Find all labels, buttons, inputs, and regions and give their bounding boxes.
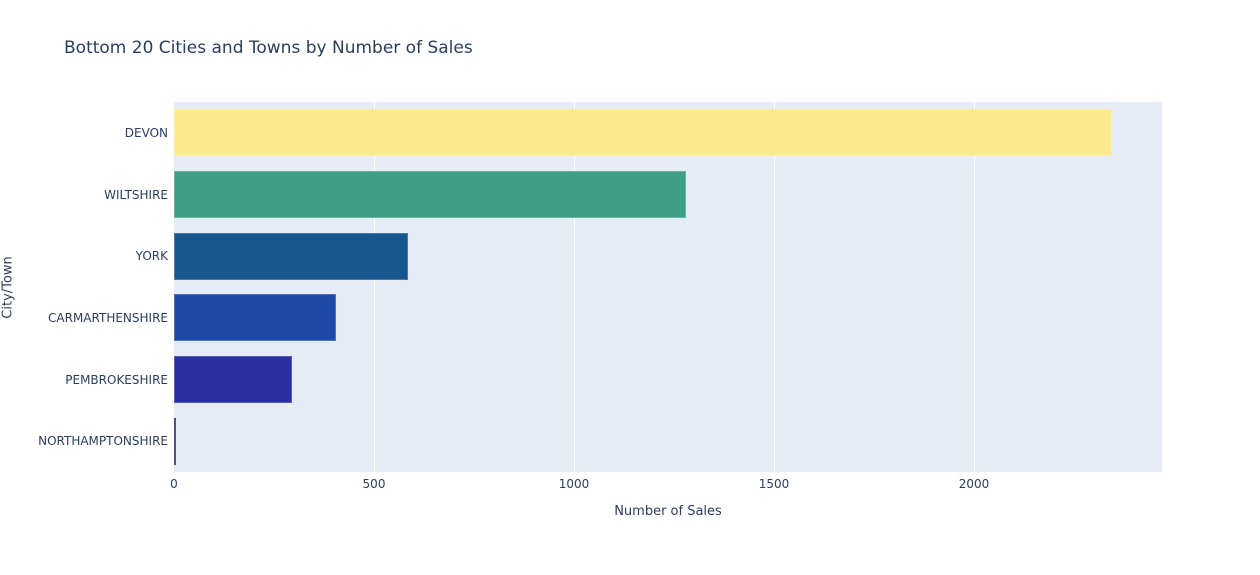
- y-tick-label: CARMARTHENSHIRE: [48, 310, 168, 325]
- bar-carmarthenshire[interactable]: [174, 294, 336, 342]
- bar-devon[interactable]: [174, 109, 1112, 157]
- y-tick-label: NORTHAMPTONSHIRE: [38, 434, 168, 449]
- x-tick-label: 1000: [558, 477, 590, 491]
- plot-area[interactable]: [174, 102, 1162, 472]
- x-tick-label: 500: [362, 477, 386, 491]
- gridline: [773, 102, 775, 472]
- bar-wiltshire[interactable]: [174, 171, 686, 218]
- x-axis-title: Number of Sales: [614, 504, 722, 519]
- x-tick-label: 1500: [758, 477, 790, 491]
- y-axis-tick-labels: DEVON WILTSHIRE YORK CARMARTHENSHIRE PEMBROK…: [0, 102, 168, 472]
- bar-pembrokeshire[interactable]: [174, 356, 292, 403]
- bar-york[interactable]: [174, 232, 408, 280]
- y-tick-label: YORK: [135, 249, 168, 264]
- y-tick-label: WILTSHIRE: [104, 187, 168, 202]
- y-tick-label: PEMBROKESHIRE: [65, 372, 168, 387]
- gridline: [373, 102, 375, 472]
- x-axis-tick-labels: 0 500 1000 1500 2000: [0, 477, 1260, 497]
- gridline: [973, 102, 975, 472]
- y-tick-label: DEVON: [124, 125, 168, 140]
- x-tick-label: 2000: [958, 477, 990, 491]
- y-axis-title: City/Town: [0, 256, 16, 319]
- x-tick-label: 0: [170, 477, 178, 491]
- gridline: [573, 102, 575, 472]
- chart-title: Bottom 20 Cities and Towns by Number of …: [64, 38, 473, 58]
- bar-northamptonshire[interactable]: [174, 417, 176, 465]
